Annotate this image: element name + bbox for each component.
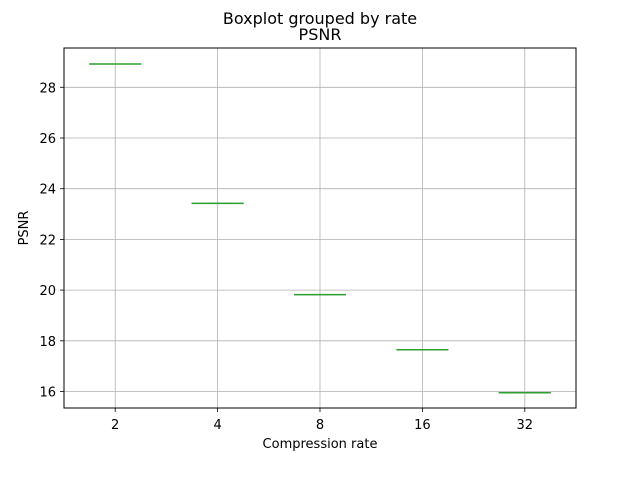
x-ticks: 2 4 8 16 32 [111,408,533,433]
y-ticks: 16 18 20 22 24 26 28 [39,81,64,401]
y-tick-label: 24 [39,183,56,198]
y-tick-label: 22 [39,233,56,248]
y-tick-label: 20 [39,284,56,299]
grid [64,48,576,408]
y-axis-label: PSNR [17,211,32,246]
x-tick-label: 2 [111,418,119,433]
x-tick-label: 16 [414,418,431,433]
x-tick-label: 8 [316,418,324,433]
chart-suptitle: Boxplot grouped by rate [223,9,417,28]
y-tick-label: 28 [39,81,56,96]
y-tick-label: 26 [39,132,56,147]
y-tick-label: 16 [39,386,56,401]
x-tick-label: 4 [213,418,221,433]
boxes [89,63,551,394]
chart-title: PSNR [299,25,342,44]
plot-frame [63,47,577,409]
x-tick-label: 32 [517,418,534,433]
y-tick-label: 18 [39,335,56,350]
x-axis-label: Compression rate [263,437,378,452]
